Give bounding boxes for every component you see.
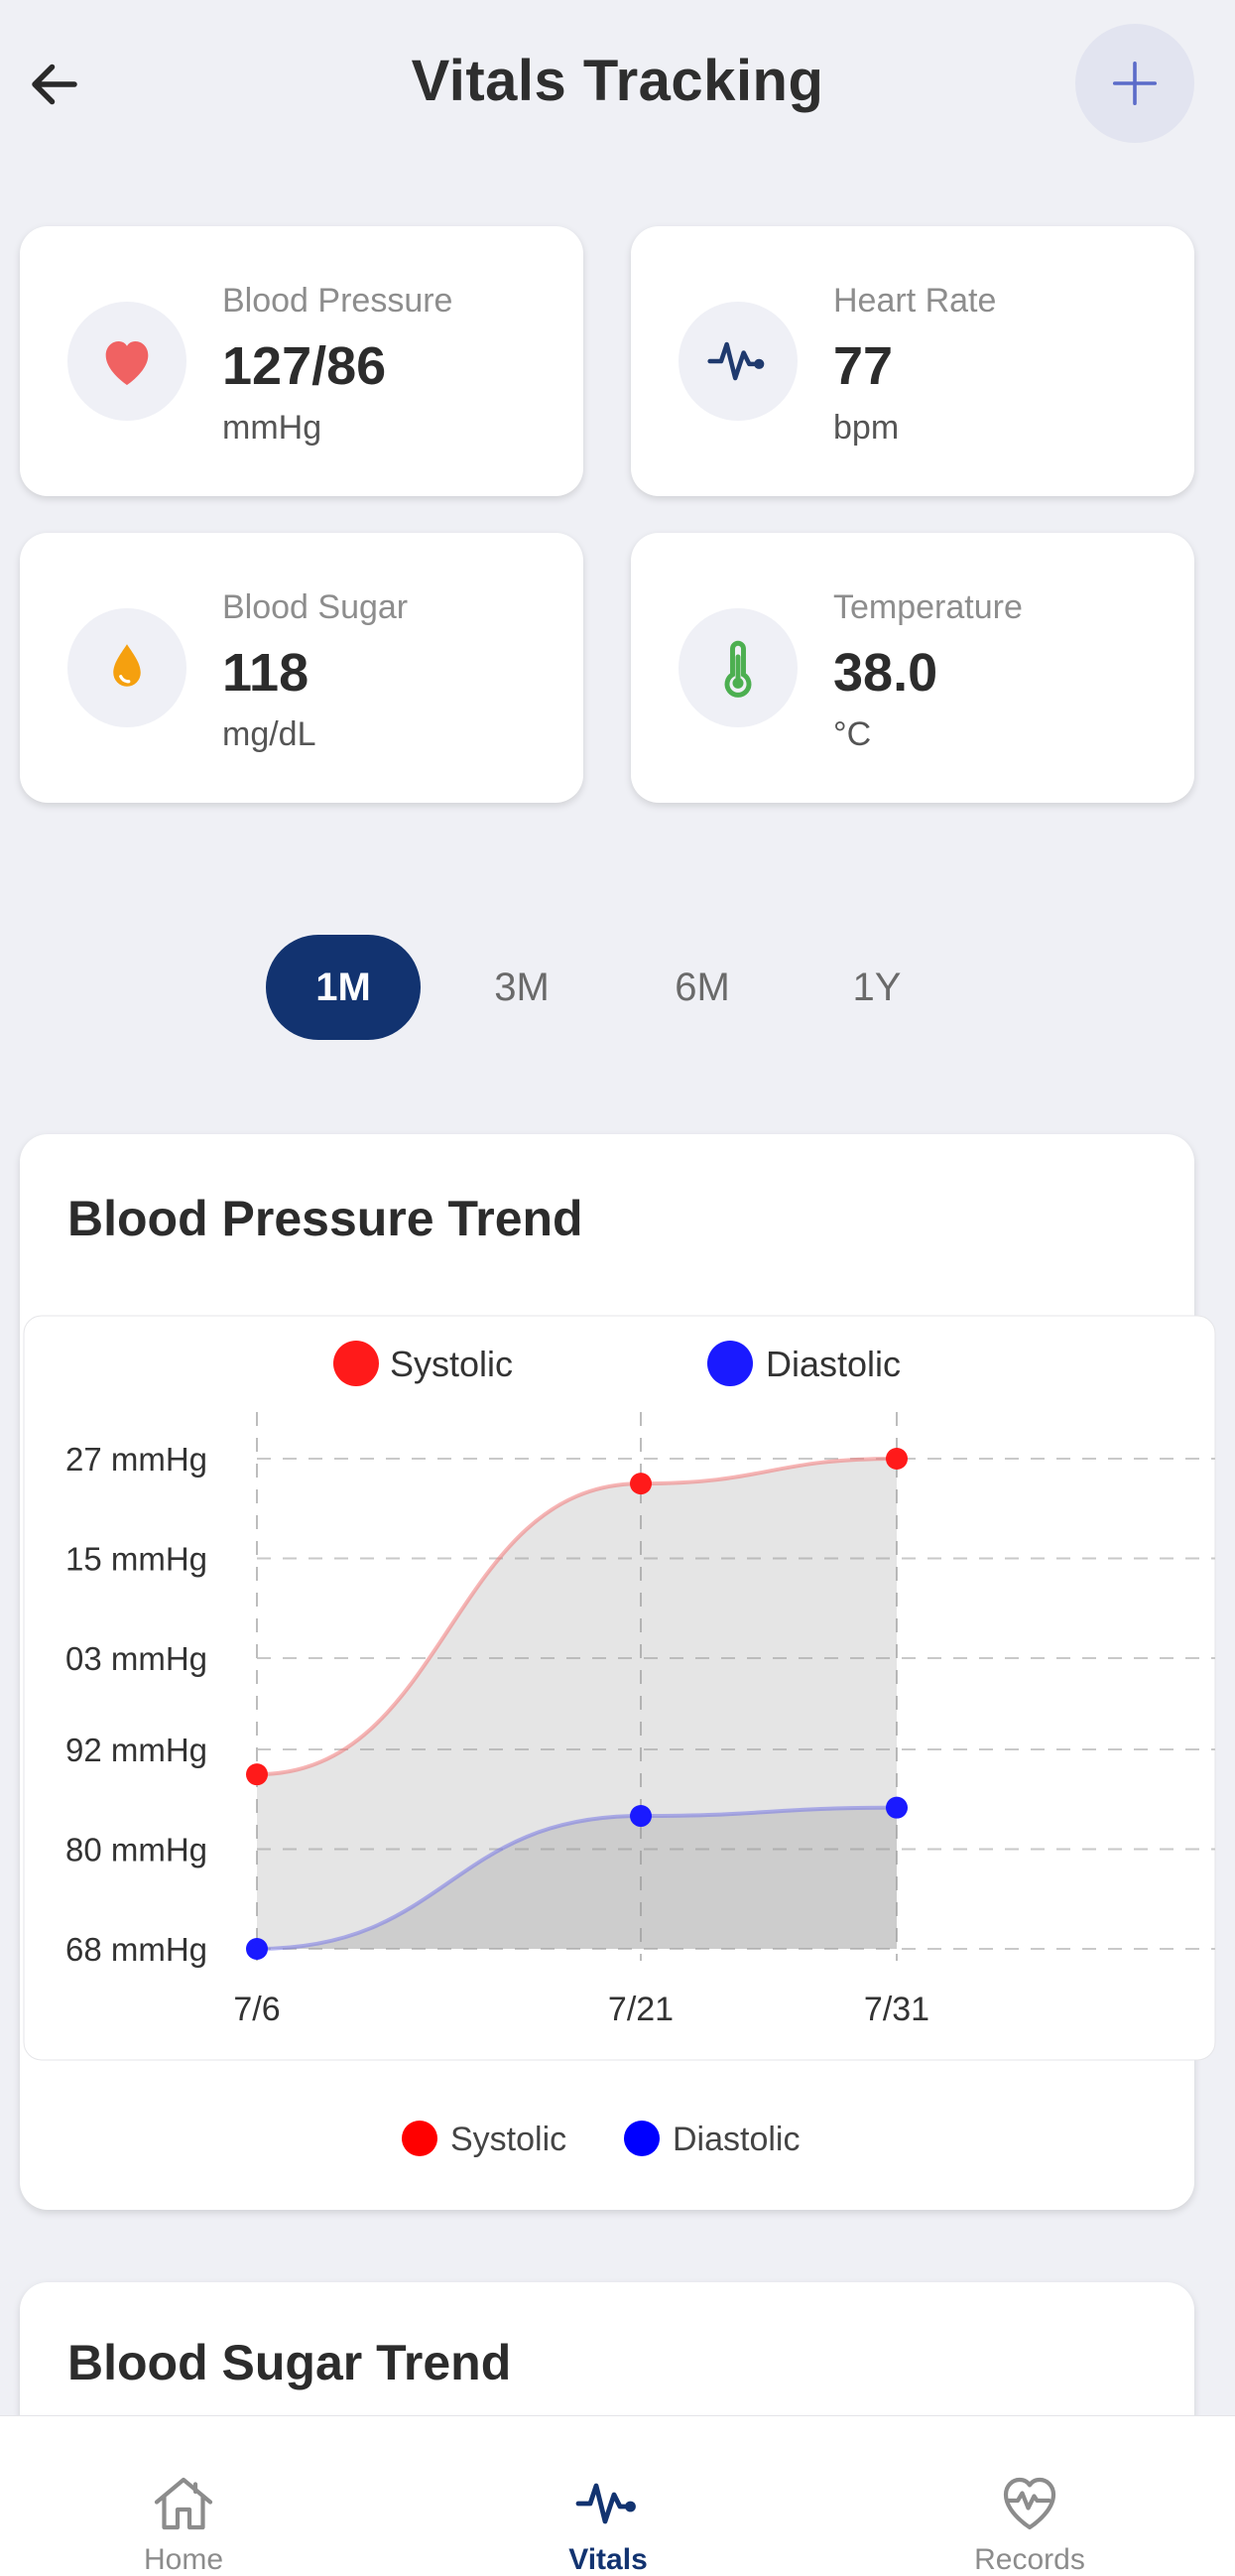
y-tick-label: 80 mmHg [65,1832,207,1868]
point-systolic[interactable] [246,1763,268,1786]
legend-diastolic-marker [707,1341,753,1386]
point-systolic[interactable] [886,1448,908,1470]
range-tab-1m[interactable]: 1M [266,935,421,1040]
arrow-left-icon [32,64,77,105]
vital-label: Blood Pressure [222,282,453,320]
back-button[interactable] [20,50,89,119]
sugar-chart-title: Blood Sugar Trend [67,2335,512,2390]
vital-icon-wrap [679,608,798,727]
pulse-icon [707,341,765,381]
vital-unit: °C [833,715,872,753]
vital-value: 77 [833,336,894,396]
drop-icon [113,644,141,687]
line-diastolic [256,1805,898,1951]
legend-systolic-marker [333,1341,379,1386]
plus-icon [1112,61,1158,106]
range-tab-3m[interactable]: 3M [494,965,550,1009]
legend-bottom-systolic-label: Systolic [450,2121,566,2158]
vital-label: Heart Rate [833,282,997,320]
y-tick-label: 68 mmHg [65,1931,207,1968]
bp-trend-card: Blood Pressure Trend Systolic Diastolic … [20,1134,1216,2210]
heart-pulse-icon [1003,2477,1056,2530]
nav-vitals-label: Vitals [568,2543,648,2576]
legend-systolic-label: Systolic [390,1344,513,1384]
vital-unit: bpm [833,409,900,447]
point-diastolic[interactable] [886,1796,908,1819]
point-systolic[interactable] [630,1473,652,1495]
area-diastolic [257,1807,897,1949]
vital-unit: mg/dL [222,715,316,753]
bottom-nav: Home Vitals Records [0,2415,1235,2576]
range-tab-1y[interactable]: 1Y [852,965,902,1009]
vital-value: 38.0 [833,643,938,703]
add-vital-button[interactable] [1075,24,1194,143]
nav-records[interactable]: Records [901,2416,1159,2576]
vital-icon-wrap [67,302,186,421]
y-tick-label: 27 mmHg [65,1441,207,1478]
nav-records-label: Records [974,2543,1085,2576]
vital-value: 118 [222,643,309,703]
vital-label: Blood Sugar [222,588,409,626]
area-systolic [257,1459,897,1949]
vital-unit: mmHg [222,409,322,447]
heart-icon [105,341,149,385]
legend-bottom-systolic-marker [402,2121,437,2156]
vital-card-heart-rate[interactable]: Heart Rate 77 bpm [631,226,1194,496]
nav-home[interactable]: Home [55,2416,312,2576]
point-diastolic[interactable] [630,1805,652,1828]
x-tick-label: 7/21 [608,1991,674,2028]
legend-top: Systolic Diastolic [333,1341,901,1386]
vital-card-blood-pressure[interactable]: Blood Pressure 127/86 mmHg [20,226,583,496]
nav-home-label: Home [143,2543,224,2576]
nav-vitals[interactable]: Vitals [479,2416,737,2576]
thermometer-icon [724,640,752,698]
legend-bottom-diastolic-marker [624,2121,660,2156]
chart-title: Blood Pressure Trend [67,1191,583,1246]
y-tick-label: 15 mmHg [65,1540,207,1577]
page-title: Vitals Tracking [411,49,824,113]
vital-value: 127/86 [222,336,387,396]
home-icon [154,2477,213,2530]
point-diastolic[interactable] [246,1938,268,1960]
y-tick-label: 92 mmHg [65,1732,207,1768]
range-selector: 1M 3M 6M 1Y [266,935,980,1040]
bp-trend-chart: Systolic Diastolic 27 mmHg 15 mmHg 03 mmHg… [23,1315,1216,2158]
pulse-icon [575,2483,636,2524]
legend-bottom-diastolic-label: Diastolic [673,2121,800,2158]
legend-diastolic-label: Diastolic [766,1344,901,1384]
vital-card-temperature[interactable]: Temperature 38.0 °C [631,533,1194,803]
legend-bottom: Systolic Diastolic [402,2121,800,2158]
vital-label: Temperature [833,588,1023,626]
line-systolic [256,1457,898,1777]
y-tick-label: 03 mmHg [65,1640,207,1677]
x-tick-label: 7/31 [864,1991,929,2028]
vital-icon-wrap [679,302,798,421]
header: Vitals Tracking [0,0,1235,169]
range-tab-6m[interactable]: 6M [675,965,730,1009]
vital-icon-wrap [67,608,186,727]
x-tick-label: 7/6 [233,1991,280,2028]
vital-card-blood-sugar[interactable]: Blood Sugar 118 mg/dL [20,533,583,803]
